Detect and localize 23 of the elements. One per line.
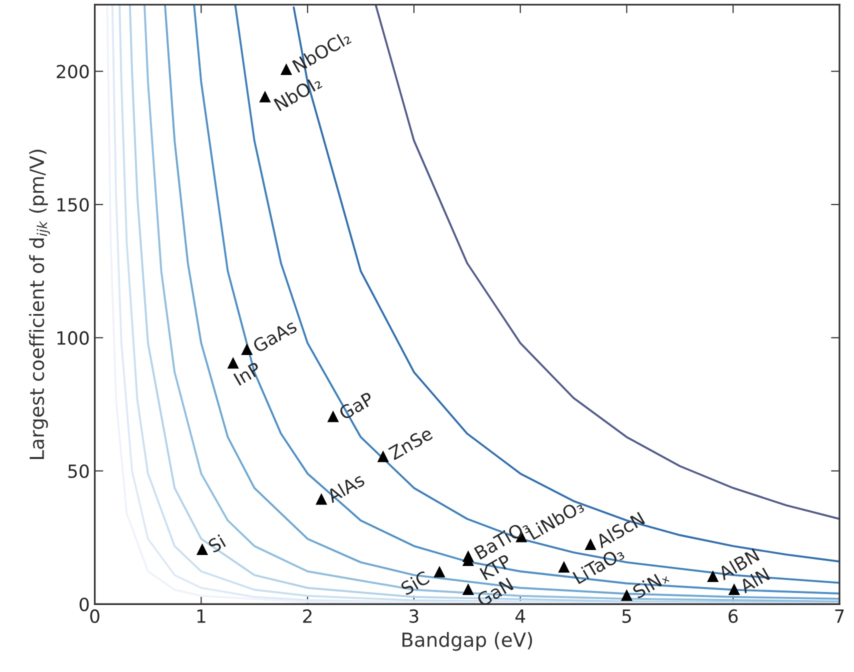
y-tick-label: 0: [80, 598, 89, 612]
x-tick-label: 6: [728, 609, 738, 623]
annotation: ZnSe: [388, 426, 434, 460]
x-tick-label: 1: [197, 610, 206, 623]
annotation: SiNₓ: [632, 568, 670, 600]
y-tick-label: 100: [57, 331, 89, 345]
x-tick-label: 3: [410, 609, 418, 623]
annotation: GaP: [338, 391, 375, 420]
annotation: AlAs: [325, 472, 366, 504]
x-tick-label: 4: [515, 610, 526, 623]
y-tick-label: 200: [56, 64, 89, 78]
y-tick-label: 50: [68, 464, 89, 478]
x-tick-label: 2: [303, 609, 312, 623]
y-axis-title: Largest coefficient of d$_{ijk}$ (pm/V): [29, 150, 50, 459]
y-tick-label: 150: [57, 198, 89, 212]
x-tick-label: 5: [622, 610, 631, 623]
annotation: InP: [233, 362, 262, 386]
annotation: GaAs: [252, 318, 298, 354]
annotation: SiC: [400, 570, 430, 596]
x-tick-label: 0: [90, 609, 100, 623]
annotation: Si: [207, 534, 226, 554]
x-tick-label: 7: [835, 610, 844, 623]
x-axis-title: Bandgap (eV): [402, 632, 532, 651]
